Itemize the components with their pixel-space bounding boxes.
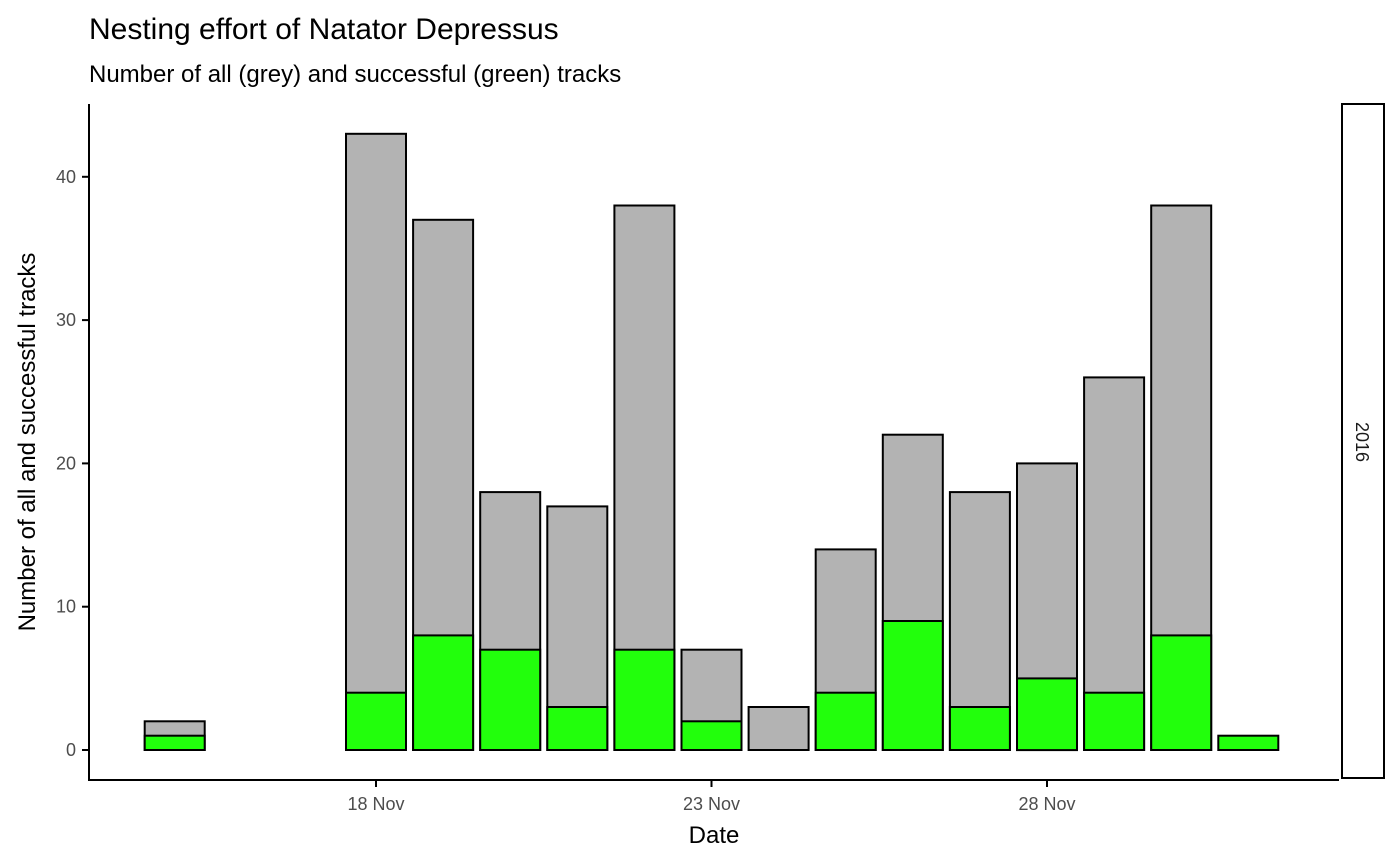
bar-successful-2016-11-26 [881,620,944,751]
bar-successful-2016-11-25 [814,691,877,752]
bar-successful-2016-11-18 [345,691,407,752]
y-axis-ticks: 0 10 20 30 40 [56,167,89,760]
x-tick-label: 23 Nov [683,794,740,814]
facet-strip [1341,103,1385,779]
bar-successful-2016-12-01 [1217,734,1280,752]
bar-successful-2016-11-23 [680,720,743,751]
bar-all-2016-11-18 [345,132,407,752]
y-tick-label: 40 [56,167,76,187]
y-tick-label: 30 [56,310,76,330]
bar-successful-2016-11-30 [1150,634,1213,752]
y-tick-label: 0 [66,740,76,760]
bar-successful-2016-11-19 [412,634,475,752]
bar-successful-2016-11-20 [479,648,542,752]
x-tick-label: 18 Nov [347,794,404,814]
bar-all-2016-11-24 [747,706,810,751]
bar-successful-2016-11-27 [948,706,1011,751]
x-tick-label: 28 Nov [1018,794,1075,814]
facet-strip-label: 2016 [1352,422,1372,462]
chart-subtitle: Number of all (grey) and successful (gre… [89,61,621,88]
bar-successful-2016-11-22 [613,648,676,752]
bar-all-2016-11-29 [1083,376,1146,751]
x-axis-title: Date [689,822,740,849]
bar-successful-2016-11-28 [1016,677,1078,752]
y-tick-label: 10 [56,597,76,617]
bar-successful-2016-11-15 [143,734,206,752]
x-axis-ticks: 18 Nov 23 Nov 28 Nov [347,780,1076,814]
chart-title: Nesting effort of Natator Depressus [89,13,559,46]
bar-successful-2016-11-29 [1083,691,1146,752]
bars-layer [143,132,1280,752]
bar-successful-2016-11-21 [546,706,609,751]
y-axis-title: Number of all and successful tracks [14,253,41,632]
y-tick-label: 20 [56,453,76,473]
